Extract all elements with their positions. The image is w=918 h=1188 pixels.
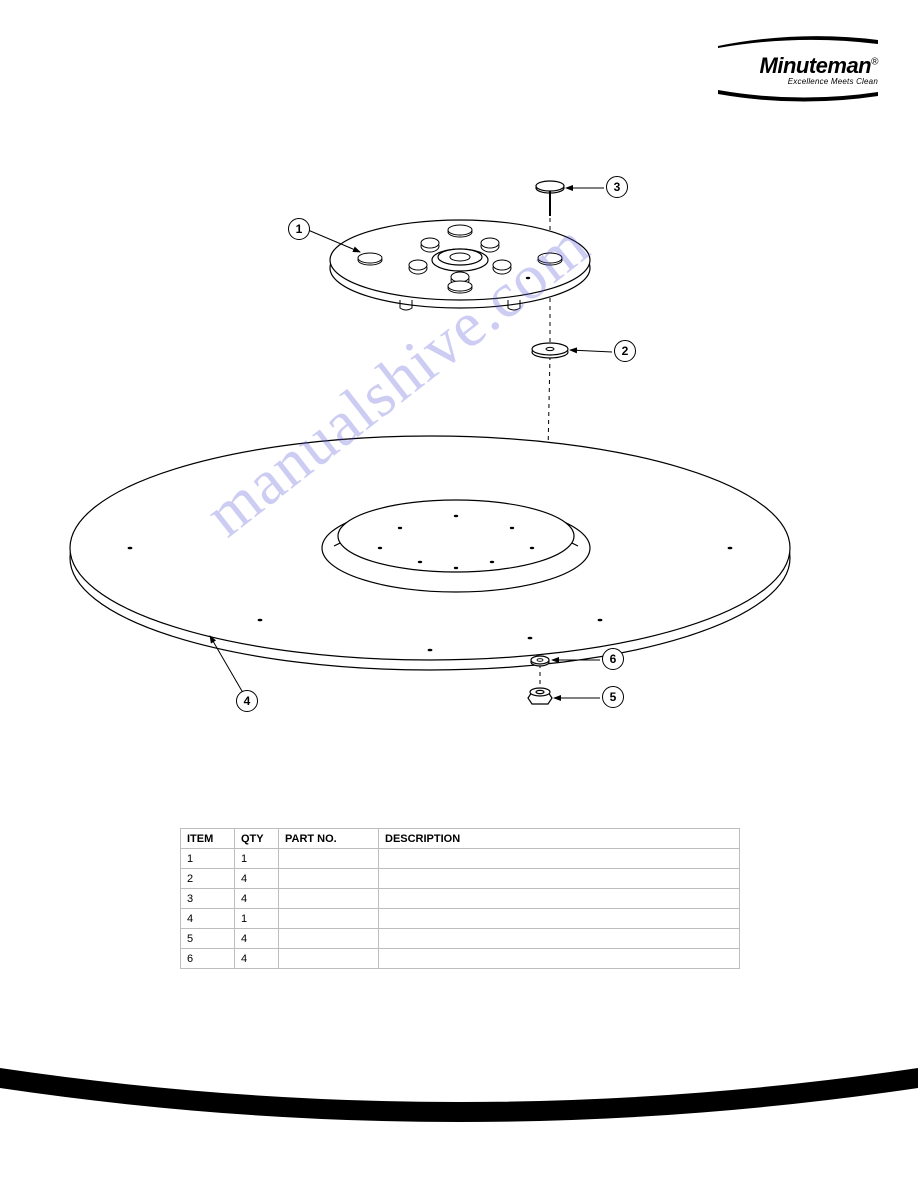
table-row: 1 1	[181, 849, 740, 869]
parts-table: ITEM QTY PART NO. DESCRIPTION 1 1 2 4 3 …	[180, 828, 740, 969]
cell-qty: 4	[235, 869, 279, 889]
cell-part	[279, 909, 379, 929]
cell-part	[279, 949, 379, 969]
callout-6: 6	[602, 648, 624, 670]
table-row: 6 4	[181, 949, 740, 969]
table-header-row: ITEM QTY PART NO. DESCRIPTION	[181, 829, 740, 849]
callout-3: 3	[606, 176, 628, 198]
logo-tagline: Excellence Meets Clean	[718, 77, 878, 86]
cell-item: 3	[181, 889, 235, 909]
logo-top-swoosh	[718, 34, 878, 48]
callout-2: 2	[614, 340, 636, 362]
callout-5: 5	[602, 686, 624, 708]
cell-part	[279, 869, 379, 889]
callout-1: 1	[288, 218, 310, 240]
cell-qty: 4	[235, 889, 279, 909]
table-row: 3 4	[181, 889, 740, 909]
cell-part	[279, 889, 379, 909]
cell-qty: 1	[235, 909, 279, 929]
cell-part	[279, 929, 379, 949]
cell-qty: 4	[235, 949, 279, 969]
exploded-diagram: 1 3 2 4 6 5	[60, 150, 858, 770]
col-desc: DESCRIPTION	[379, 829, 740, 849]
table-row: 4 1	[181, 909, 740, 929]
logo-brand-text: Minuteman®	[718, 53, 878, 79]
cell-desc	[379, 869, 740, 889]
logo-brand: Minuteman	[760, 53, 872, 78]
cell-desc	[379, 909, 740, 929]
table-row: 5 4	[181, 929, 740, 949]
col-part: PART NO.	[279, 829, 379, 849]
col-qty: QTY	[235, 829, 279, 849]
col-item: ITEM	[181, 829, 235, 849]
cell-desc	[379, 929, 740, 949]
cell-desc	[379, 889, 740, 909]
cell-part	[279, 849, 379, 869]
cell-desc	[379, 949, 740, 969]
footer-swoosh	[0, 1068, 918, 1128]
callout-4: 4	[236, 690, 258, 712]
cell-item: 6	[181, 949, 235, 969]
cell-item: 5	[181, 929, 235, 949]
diagram-svg	[60, 150, 858, 770]
cell-item: 1	[181, 849, 235, 869]
logo-bottom-swoosh	[718, 88, 878, 102]
table-row: 2 4	[181, 869, 740, 889]
brand-logo: Minuteman® Excellence Meets Clean	[718, 34, 878, 107]
logo-reg: ®	[871, 57, 878, 68]
cell-qty: 4	[235, 929, 279, 949]
cell-qty: 1	[235, 849, 279, 869]
cell-item: 2	[181, 869, 235, 889]
cell-item: 4	[181, 909, 235, 929]
cell-desc	[379, 849, 740, 869]
